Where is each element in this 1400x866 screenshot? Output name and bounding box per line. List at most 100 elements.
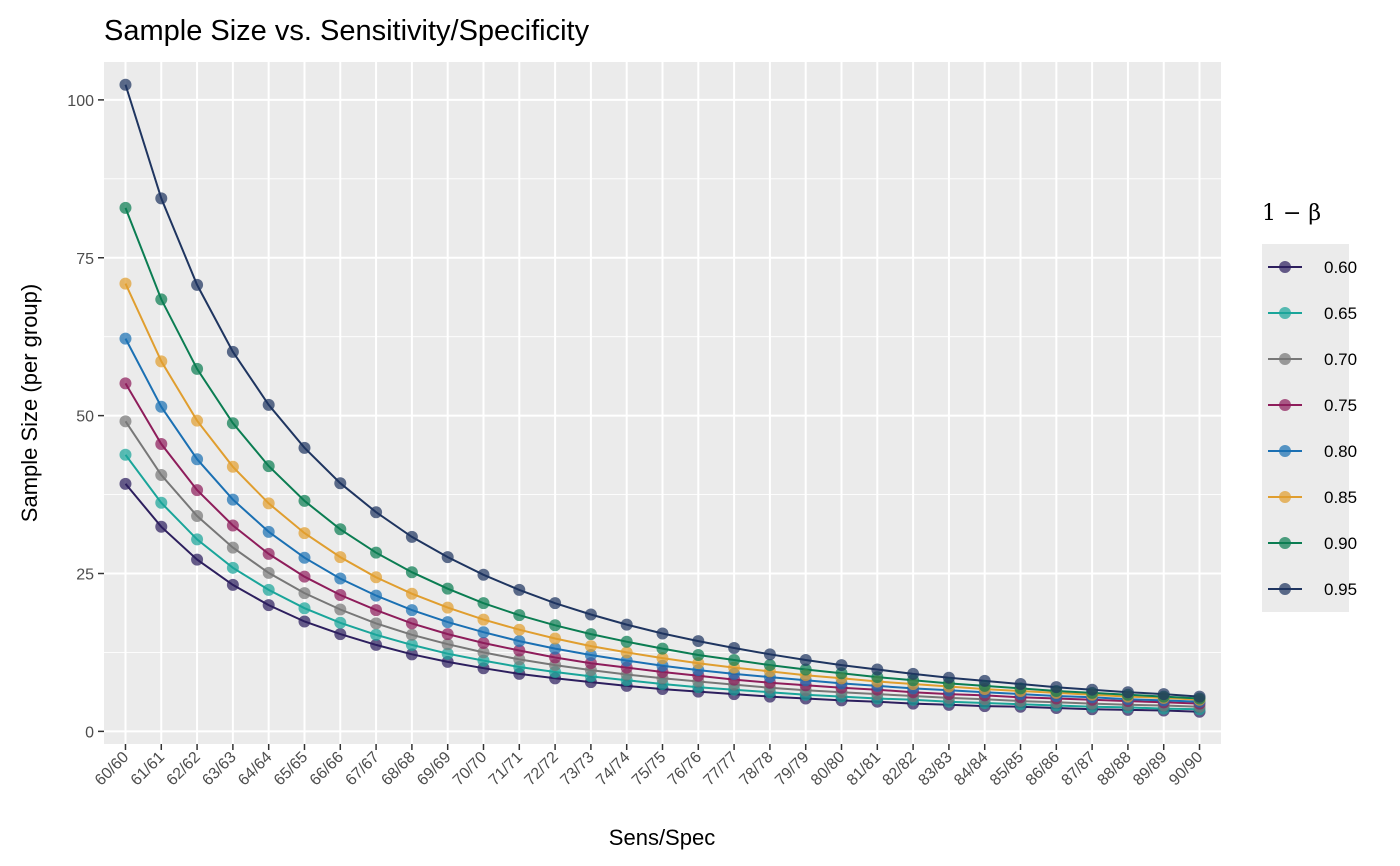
data-point-0.95 (298, 441, 311, 454)
data-point-0.95 (728, 642, 741, 655)
y-tick-label: 0 (85, 724, 94, 741)
data-point-0.95 (835, 659, 848, 672)
x-tick-label: 77/77 (701, 749, 741, 789)
data-point-0.95 (513, 583, 526, 596)
data-point-0.90 (835, 667, 848, 680)
data-point-0.85 (584, 640, 597, 653)
x-tick-label: 75/75 (629, 749, 669, 789)
data-point-0.90 (656, 642, 669, 655)
data-point-0.80 (549, 642, 562, 655)
legend-key-point (1279, 307, 1291, 319)
data-point-0.75 (584, 657, 597, 670)
data-point-0.70 (298, 587, 311, 600)
data-point-0.60 (262, 599, 275, 612)
chart-title: Sample Size vs. Sensitivity/Specificity (104, 15, 590, 47)
x-tick-label: 67/67 (343, 749, 383, 789)
x-tick-label: 82/82 (880, 749, 920, 789)
data-point-0.70 (477, 646, 490, 659)
data-point-0.70 (441, 638, 454, 651)
x-tick-label: 64/64 (235, 749, 275, 789)
data-point-0.85 (119, 277, 132, 290)
data-point-0.70 (226, 541, 239, 554)
data-point-0.80 (226, 493, 239, 506)
data-point-0.60 (155, 520, 168, 533)
data-point-0.95 (656, 627, 669, 640)
data-point-0.70 (334, 603, 347, 616)
data-point-0.90 (728, 654, 741, 667)
data-point-0.90 (155, 293, 168, 306)
data-point-0.90 (584, 628, 597, 641)
legend-label: 0.60 (1324, 258, 1357, 277)
data-point-0.95 (1193, 690, 1206, 703)
data-point-0.75 (191, 484, 204, 497)
data-point-0.80 (477, 626, 490, 639)
data-point-0.85 (477, 613, 490, 626)
data-point-0.75 (298, 570, 311, 583)
data-point-0.75 (155, 438, 168, 451)
data-point-0.90 (226, 417, 239, 430)
data-point-0.80 (298, 551, 311, 564)
data-point-0.95 (262, 398, 275, 411)
x-tick-label: 66/66 (307, 749, 347, 789)
data-point-0.90 (549, 619, 562, 632)
data-point-0.90 (477, 597, 490, 610)
x-tick-label: 76/76 (665, 749, 705, 789)
data-point-0.95 (978, 674, 991, 687)
data-point-0.95 (871, 663, 884, 676)
data-point-0.90 (262, 460, 275, 473)
data-point-0.70 (405, 628, 418, 641)
legend-key-point (1279, 261, 1291, 273)
data-point-0.65 (441, 647, 454, 660)
data-point-0.75 (405, 617, 418, 630)
data-point-0.80 (119, 332, 132, 345)
data-point-0.70 (370, 617, 383, 630)
data-point-0.85 (692, 657, 705, 670)
legend-keys-background (1262, 244, 1349, 612)
data-point-0.80 (262, 525, 275, 538)
legend-key-point (1279, 399, 1291, 411)
data-point-0.75 (549, 651, 562, 664)
x-tick-label: 80/80 (808, 749, 848, 789)
data-point-0.95 (584, 608, 597, 621)
data-point-0.95 (692, 635, 705, 648)
data-point-0.60 (119, 477, 132, 490)
legend-label: 0.65 (1324, 304, 1357, 323)
data-point-0.95 (1014, 678, 1027, 691)
x-tick-label: 68/68 (378, 749, 418, 789)
data-point-0.90 (620, 635, 633, 648)
data-point-0.90 (298, 494, 311, 507)
x-tick-label: 71/71 (486, 749, 526, 789)
data-point-0.65 (226, 561, 239, 574)
data-point-0.95 (155, 192, 168, 205)
data-point-0.95 (405, 530, 418, 543)
data-point-0.60 (441, 655, 454, 668)
data-point-0.75 (477, 636, 490, 649)
data-point-0.95 (907, 667, 920, 680)
data-point-0.90 (119, 201, 132, 214)
data-point-0.90 (405, 566, 418, 579)
x-tick-label: 83/83 (915, 749, 955, 789)
data-point-0.95 (549, 597, 562, 610)
y-tick-label: 75 (76, 251, 94, 268)
legend-items: 0.60 0.65 0.70 0.75 0.80 0.85 0.90 0.95 (1268, 258, 1357, 599)
data-point-0.75 (370, 604, 383, 617)
data-point-0.90 (513, 609, 526, 622)
y-tick-label: 50 (76, 409, 94, 426)
data-point-0.95 (191, 278, 204, 291)
x-tick-label: 88/88 (1094, 749, 1134, 789)
data-point-0.65 (119, 448, 132, 461)
data-point-0.75 (441, 628, 454, 641)
data-point-0.65 (191, 533, 204, 546)
y-axis-title: Sample Size (per group) (17, 284, 42, 522)
data-point-0.70 (262, 566, 275, 579)
x-tick-label: 65/65 (271, 749, 311, 789)
legend-key-point (1279, 353, 1291, 365)
legend-label: 0.95 (1324, 580, 1357, 599)
data-point-0.95 (942, 671, 955, 684)
data-point-0.90 (334, 523, 347, 536)
legend-key-point (1279, 491, 1291, 503)
data-point-0.80 (155, 400, 168, 413)
data-point-0.85 (620, 646, 633, 659)
data-point-0.85 (549, 632, 562, 645)
data-point-0.90 (763, 659, 776, 672)
